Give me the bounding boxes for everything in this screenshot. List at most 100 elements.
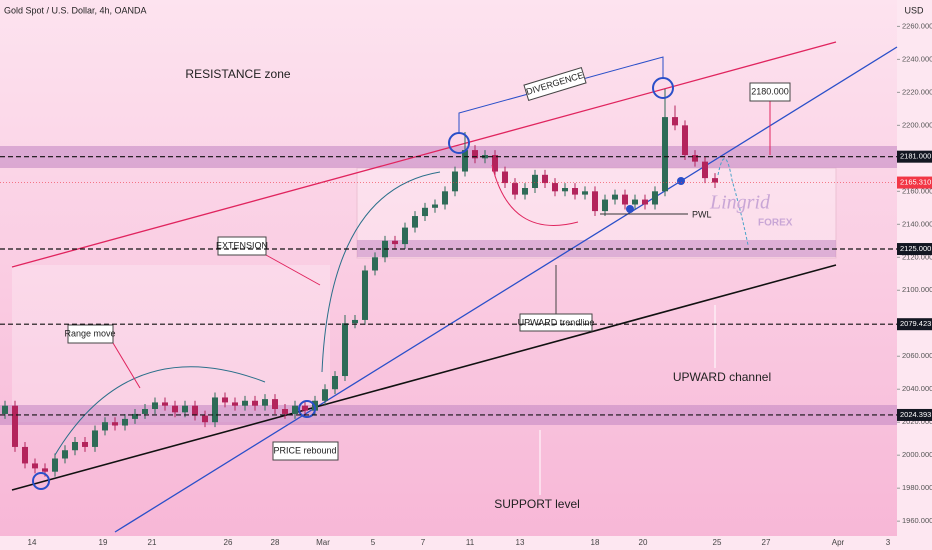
- candle-body: [332, 376, 338, 390]
- candle-body: [652, 191, 658, 205]
- candle-body: [172, 405, 178, 413]
- box: [217, 236, 267, 256]
- y-tick-label: 2000.000: [902, 450, 932, 459]
- trendline: [114, 46, 898, 533]
- candle-body: [62, 450, 68, 459]
- x-tick-label: 13: [516, 538, 525, 547]
- candle-body: [192, 405, 198, 416]
- candle-body: [402, 227, 408, 245]
- annotation: EXTENSION: [216, 240, 268, 250]
- candle-body: [242, 400, 248, 406]
- x-tick-label: 7: [421, 538, 426, 547]
- candle-body: [522, 188, 528, 195]
- dot: [677, 177, 685, 185]
- candle-body: [152, 402, 158, 410]
- y-tick-label: 1980.000: [902, 483, 932, 492]
- candle-body: [602, 199, 608, 212]
- candle-body: [182, 405, 188, 413]
- marker: [32, 472, 50, 490]
- pointer: [265, 254, 321, 286]
- candle-body: [42, 468, 48, 472]
- candle-body: [432, 204, 438, 208]
- candle-body: [352, 319, 358, 324]
- candle-body: [542, 174, 548, 184]
- x-tick-label: 11: [466, 538, 475, 547]
- candle-body: [572, 188, 578, 195]
- x-tick-label: 25: [713, 538, 722, 547]
- candle-body: [462, 150, 468, 172]
- chart-title: Gold Spot / U.S. Dollar, 4h, OANDA: [4, 5, 147, 15]
- annotation: UPWARD trendline: [518, 317, 595, 327]
- y-tick-label: 2200.000: [902, 120, 932, 129]
- candle-body: [492, 155, 498, 172]
- candle-body: [202, 415, 208, 423]
- time-axis-bg: [0, 536, 897, 550]
- x-tick-label: 20: [639, 538, 648, 547]
- x-tick-label: 19: [99, 538, 108, 547]
- candle-body: [282, 409, 288, 414]
- last-price-label: 2165.310: [900, 178, 931, 187]
- candle-body: [102, 422, 108, 431]
- candle-body: [512, 183, 518, 195]
- candle-body: [32, 463, 38, 469]
- y-tick-label: 2100.000: [902, 285, 932, 294]
- candle-body: [472, 150, 478, 159]
- candle-body: [712, 178, 718, 183]
- candle-body: [212, 397, 218, 423]
- pointer: [112, 342, 141, 389]
- annotation: PRICE rebound: [273, 445, 336, 455]
- candle-body: [562, 188, 568, 192]
- level-tag: [897, 318, 932, 331]
- candle-body: [112, 422, 118, 426]
- candle-body: [272, 399, 278, 410]
- x-tick-label: 5: [371, 538, 376, 547]
- channel-line: [11, 264, 837, 491]
- box: [523, 66, 587, 102]
- candle-body: [92, 430, 98, 447]
- candle-body: [532, 174, 538, 189]
- box: [519, 313, 593, 332]
- candle-body: [222, 397, 228, 403]
- candle-body: [72, 441, 78, 451]
- box: [272, 441, 339, 461]
- candle-body: [82, 441, 88, 447]
- x-tick-label: 14: [28, 538, 37, 547]
- candle-body: [682, 125, 688, 156]
- level-tag: [897, 150, 932, 163]
- candle-body: [142, 409, 148, 414]
- level-label: 2125.000: [900, 244, 931, 253]
- candle-body: [552, 183, 558, 192]
- candle-body: [642, 199, 648, 205]
- y-tick-label: 2140.000: [902, 219, 932, 228]
- level-label: 2181.000: [900, 152, 931, 161]
- y-tick-label: 2040.000: [902, 384, 932, 393]
- candle-body: [422, 207, 428, 217]
- price-axis-bg: [897, 0, 932, 550]
- watermark: Lingrid: [709, 192, 771, 214]
- candle-body: [412, 216, 418, 228]
- candle-body: [132, 413, 138, 419]
- x-tick-label: 3: [886, 538, 891, 547]
- x-tick-label: 26: [224, 538, 233, 547]
- candle-body: [302, 405, 308, 411]
- candle-body: [392, 240, 398, 245]
- x-tick-label: 28: [271, 538, 280, 547]
- projection: [717, 158, 749, 246]
- annotation: PWL: [692, 209, 712, 219]
- candle-body: [452, 171, 458, 192]
- dot: [626, 205, 634, 213]
- candle-body: [672, 117, 678, 126]
- candle-body: [22, 446, 28, 464]
- y-tick-label: 2220.000: [902, 87, 932, 96]
- plot: [2, 89, 718, 477]
- y-tick-label: 2160.000: [902, 186, 932, 195]
- arrow: [491, 164, 579, 226]
- annotation: UPWARD channel: [673, 370, 771, 384]
- candle-body: [2, 405, 8, 414]
- candle-body: [342, 323, 348, 377]
- candle-body: [622, 194, 628, 205]
- marker: [448, 132, 470, 154]
- annotation: 2180.000: [751, 86, 789, 96]
- candle-body: [232, 402, 238, 406]
